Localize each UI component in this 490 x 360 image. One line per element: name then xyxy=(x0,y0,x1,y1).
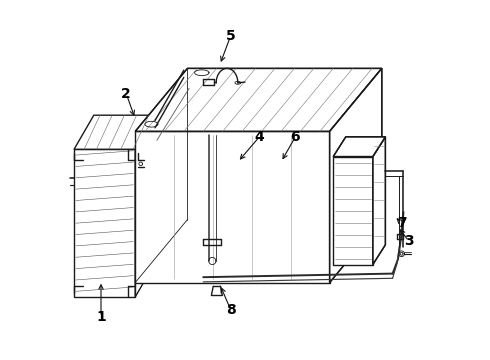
Polygon shape xyxy=(135,68,382,131)
Polygon shape xyxy=(373,137,386,265)
Polygon shape xyxy=(135,131,330,283)
Text: 5: 5 xyxy=(226,29,236,43)
Text: 6: 6 xyxy=(291,130,300,144)
Polygon shape xyxy=(74,149,135,297)
Polygon shape xyxy=(333,157,373,265)
Text: 7: 7 xyxy=(397,216,406,230)
Text: 1: 1 xyxy=(96,310,106,324)
Text: 4: 4 xyxy=(254,130,264,144)
Polygon shape xyxy=(330,68,382,283)
Text: 2: 2 xyxy=(122,87,131,100)
Polygon shape xyxy=(333,137,386,157)
Text: 3: 3 xyxy=(404,234,414,248)
Text: 8: 8 xyxy=(226,303,236,316)
